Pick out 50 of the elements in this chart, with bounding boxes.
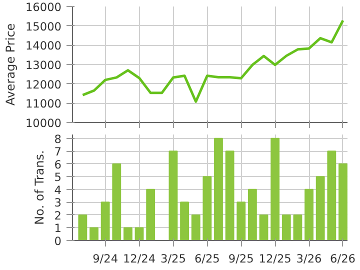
y-tick-label: 12000 (25, 77, 62, 92)
y-tick-label: 11000 (25, 96, 62, 111)
bar (191, 214, 200, 240)
x-tick-label: 3/25 (160, 252, 186, 266)
bar (259, 214, 268, 240)
bar (78, 214, 88, 240)
x-tick-label: 12/25 (258, 252, 292, 266)
y-tick-label: 16000 (25, 0, 62, 14)
x-tick-label: 9/24 (92, 252, 118, 266)
bar (338, 163, 348, 240)
bar (134, 227, 144, 240)
bar (327, 150, 336, 240)
bar (123, 227, 132, 240)
bar (282, 214, 291, 240)
bar (316, 176, 325, 240)
bar (214, 138, 223, 240)
bar (180, 202, 189, 240)
y-tick-label: 6 (54, 157, 62, 172)
x-tick-label: 6/25 (194, 252, 220, 266)
x-tick-label: 12/24 (122, 252, 156, 266)
x-tick-label: 9/25 (228, 252, 254, 266)
y-axis-title: No. of Trans. (32, 150, 46, 225)
bar (112, 163, 122, 240)
bar (270, 138, 280, 240)
y-axis-title: Average Price (3, 23, 18, 106)
bar (146, 188, 156, 240)
y-tick-label: 7 (54, 144, 62, 159)
y-tick-label: 15000 (25, 19, 62, 34)
y-tick-label: 4 (54, 182, 62, 197)
y-tick-label: 0 (54, 234, 62, 248)
y-tick-label: 5 (54, 170, 62, 184)
x-tick-label: 3/26 (296, 252, 322, 266)
bar (100, 202, 110, 240)
line-series (81, 19, 344, 103)
y-tick-label: 13000 (25, 58, 62, 72)
y-tick-label: 3 (54, 196, 62, 210)
bar (248, 188, 257, 240)
bar (304, 188, 314, 240)
y-tick-label: 1 (54, 221, 62, 236)
bar (293, 214, 302, 240)
bar (236, 202, 246, 240)
x-tick-label: 6/26 (330, 252, 356, 266)
bar (225, 150, 234, 240)
y-tick-label: 8 (54, 132, 62, 146)
y-tick-label: 2 (54, 208, 62, 222)
y-tick-label: 14000 (25, 38, 62, 53)
y-tick-label: 10000 (25, 116, 62, 130)
bar (202, 176, 212, 240)
bar (168, 150, 178, 240)
bar (90, 227, 98, 240)
